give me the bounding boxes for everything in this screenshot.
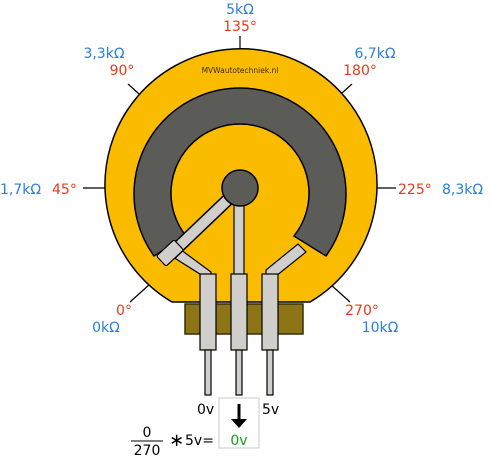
- middle-trace: [233, 204, 245, 281]
- ohm-label-45: 1,7kΩ: [0, 182, 41, 198]
- position-labels: 5kΩ 135° 3,3kΩ 90° 6,7kΩ 180° 1,7kΩ 45° …: [0, 2, 483, 336]
- deg-label-225: 225°: [398, 182, 432, 198]
- formula-operator: ∗: [169, 430, 184, 451]
- pin-right-body: [261, 273, 279, 351]
- pin-left-leg: [204, 349, 212, 396]
- pin-left-body: [199, 273, 217, 351]
- resistive-track: [133, 87, 347, 258]
- pins: [199, 273, 279, 396]
- down-arrow-icon: [231, 404, 247, 428]
- pin-right-voltage: 5v: [262, 402, 279, 418]
- ohm-label-180: 6,7kΩ: [354, 46, 395, 62]
- wiper-arm: [156, 169, 259, 267]
- deg-label-135: 135°: [223, 19, 257, 35]
- deg-label-180: 180°: [343, 63, 377, 79]
- wiper-contact: [156, 239, 184, 267]
- pin-right-leg: [266, 349, 274, 396]
- ohm-label-90: 3,3kΩ: [83, 46, 124, 62]
- ohm-label-225: 8,3kΩ: [442, 182, 483, 198]
- deg-label-45: 45°: [52, 182, 77, 198]
- formula-result: 0v: [230, 433, 247, 449]
- tick-line-270: [329, 283, 351, 303]
- deg-label-90: 90°: [110, 63, 135, 79]
- formula-rest: 5v=: [185, 433, 214, 449]
- formula-denominator: 270: [134, 443, 161, 457]
- pin-middle-leg: [235, 349, 243, 396]
- voltage-formula: 0 270 ∗ 5v= 0v: [131, 425, 248, 457]
- ohm-label-270: 10kΩ: [362, 320, 399, 336]
- deg-label-270: 270°: [345, 303, 379, 319]
- ohm-label-135: 5kΩ: [226, 2, 254, 18]
- deg-label-0: 0°: [116, 303, 132, 319]
- pin-left-voltage: 0v: [197, 402, 214, 418]
- tick-line-0: [129, 283, 151, 303]
- site-label: MVWautotechniek.nl: [202, 66, 279, 75]
- pin-middle-body: [230, 273, 248, 351]
- ohm-label-0: 0kΩ: [92, 320, 120, 336]
- formula-numerator: 0: [143, 425, 152, 441]
- wiper-hub: [221, 169, 259, 207]
